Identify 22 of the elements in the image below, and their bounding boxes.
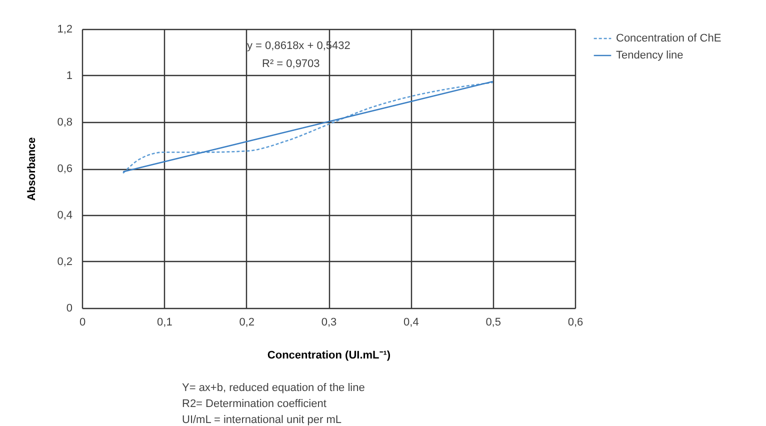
x-tick-label: 0 bbox=[79, 316, 86, 328]
legend-label: Concentration of ChE bbox=[616, 32, 722, 44]
y-tick-label: 0,4 bbox=[57, 210, 72, 222]
x-axis-title: Concentration (UI.mL⁻¹) bbox=[267, 350, 391, 362]
y-tick-label: 0,8 bbox=[57, 116, 72, 128]
y-tick-label: 1 bbox=[66, 70, 72, 82]
x-tick-label: 0,2 bbox=[239, 316, 254, 328]
y-tick-label: 0,2 bbox=[57, 256, 72, 268]
legend-label: Tendency line bbox=[616, 50, 684, 62]
x-tick-label: 0,4 bbox=[404, 316, 419, 328]
y-axis-title: Absorbance bbox=[26, 137, 38, 201]
y-tick-label: 1,2 bbox=[57, 24, 72, 36]
x-tick-label: 0,5 bbox=[486, 316, 501, 328]
x-tick-label: 0,3 bbox=[321, 316, 337, 328]
y-tick-label: 0,6 bbox=[57, 163, 72, 175]
annotation: R² = 0,9703 bbox=[262, 58, 320, 70]
y-tick-label: 0 bbox=[66, 302, 72, 314]
x-tick-label: 0,1 bbox=[157, 316, 172, 328]
text: R2= Determination coefficient bbox=[182, 398, 326, 410]
x-tick-label: 0,6 bbox=[568, 316, 584, 328]
text: Y= ax+b, reduced equation of the line bbox=[182, 382, 365, 394]
text: UI/mL = international unit per mL bbox=[182, 414, 342, 426]
